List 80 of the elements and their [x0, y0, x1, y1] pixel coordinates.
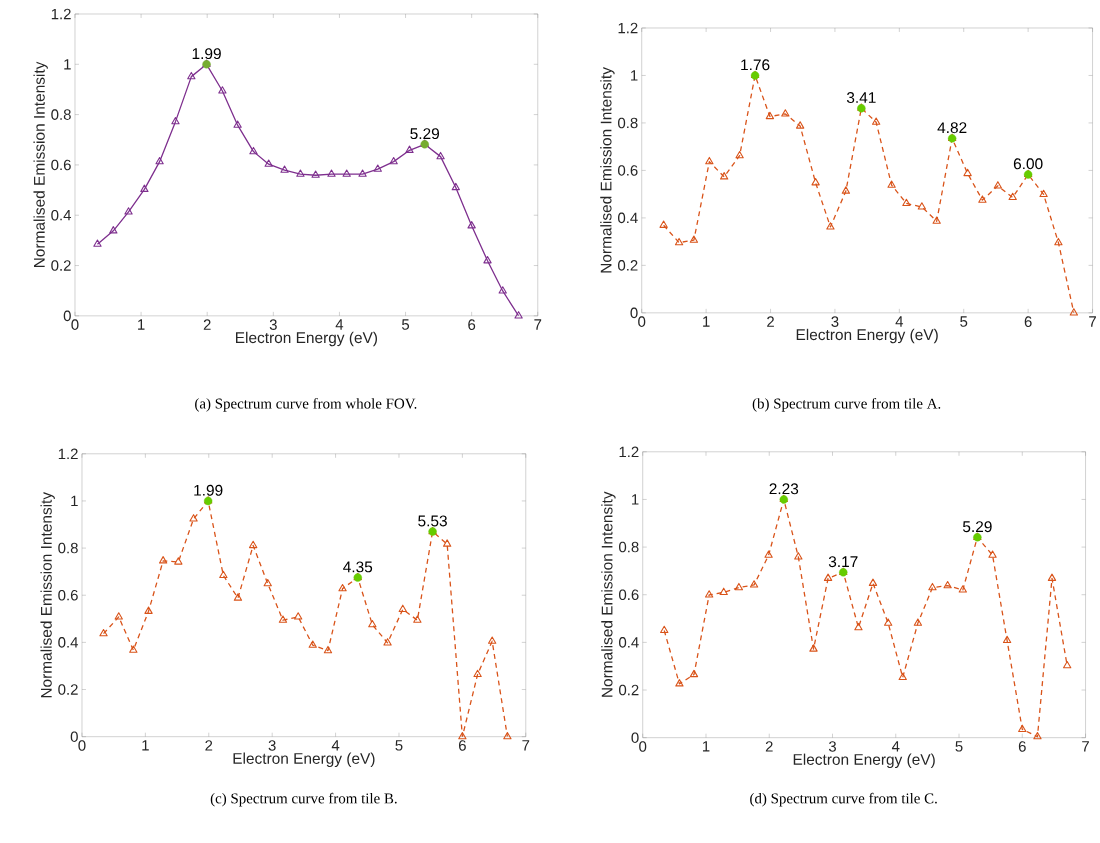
x-tick-label: 5: [955, 741, 963, 752]
x-axis-title: Electron Energy (eV): [796, 328, 938, 344]
y-axis-title: Normalised Emission Intensity: [33, 61, 48, 268]
annotation: 3.41: [846, 92, 876, 104]
text: (d) Spectrum curve from tile C.: [750, 792, 937, 807]
annotation: 1.99: [194, 485, 223, 496]
y-tick-label: 0.2: [619, 684, 639, 696]
x-tick-label: 3: [828, 741, 836, 752]
annotation: 1.99: [192, 48, 221, 60]
x-tick-label: 3: [831, 316, 839, 328]
y-tick-label: 1: [71, 495, 78, 507]
x-tick-label: 2: [205, 740, 213, 751]
y-tick-label: 0.8: [58, 542, 78, 554]
y-tick-label: 1.2: [51, 8, 71, 20]
y-tick-label: 0.2: [51, 260, 71, 272]
x-tick-label: 3: [269, 319, 277, 331]
y-tick-label: 0.4: [619, 637, 639, 648]
y-tick-label: 0.4: [58, 637, 79, 648]
y-tick-label: 0.8: [51, 109, 71, 121]
x-tick-label: 7: [1082, 741, 1089, 752]
y-axis-title: Normalised Emission Intensity: [601, 491, 616, 698]
y-tick-label: 1: [632, 494, 639, 505]
y-tick-label: 0: [630, 307, 638, 319]
y-tick-label: 1.2: [619, 446, 639, 458]
x-tick-label: 6: [468, 319, 476, 331]
x-tick-label: 0: [78, 740, 86, 751]
x-tick-label: 4: [335, 319, 344, 330]
y-tick-label: 1.2: [618, 22, 638, 34]
x-tick-label: 4: [891, 741, 900, 752]
x-tick-label: 5: [395, 740, 403, 751]
y-tick-label: 0: [70, 731, 78, 743]
text: (c) Spectrum curve from tile B.: [210, 792, 397, 807]
annotation: 2.23: [769, 483, 799, 495]
x-tick-label: 4: [331, 740, 340, 751]
y-tick-label: 0.2: [618, 260, 638, 271]
x-axis-title: Electron Energy (eV): [236, 331, 378, 347]
y-tick-label: 0.8: [619, 541, 639, 553]
x-tick-label: 1: [702, 741, 710, 752]
y-tick-label: 0.6: [58, 590, 78, 601]
annotation: 4.82: [937, 122, 967, 134]
x-tick-label: 7: [522, 740, 530, 751]
x-tick-label: 7: [534, 319, 542, 330]
text: (b) Spectrum curve from tile A.: [752, 398, 941, 412]
y-tick-label: 0.8: [618, 117, 638, 129]
y-tick-label: 0.4: [51, 210, 72, 221]
x-tick-label: 3: [268, 740, 276, 751]
annotation: 5.53: [418, 515, 447, 527]
y-tick-label: 0.4: [618, 212, 638, 224]
x-tick-label: 2: [203, 319, 211, 330]
x-tick-label: 1: [703, 316, 710, 327]
y-tick-label: 0.6: [51, 159, 71, 171]
x-tick-label: 5: [401, 319, 410, 330]
x-tick-label: 0: [639, 741, 647, 752]
y-axis-title: Normalised Emission Intensity: [40, 492, 55, 698]
annotation: 1.76: [741, 59, 770, 71]
x-tick-label: 2: [767, 316, 774, 327]
x-axis-title: Electron Energy (eV): [793, 753, 935, 769]
x-tick-label: 5: [960, 316, 968, 327]
x-tick-label: 7: [1089, 316, 1096, 327]
x-axis-title: Electron Energy (eV): [233, 752, 375, 768]
x-tick-label: 6: [1018, 741, 1026, 752]
x-tick-label: 1: [138, 319, 145, 330]
x-tick-label: 2: [765, 741, 773, 752]
x-tick-label: 1: [142, 740, 149, 751]
y-tick-label: 1: [64, 59, 71, 70]
y-tick-label: 1.2: [58, 448, 78, 460]
y-tick-label: 0.2: [58, 684, 78, 695]
annotation: 4.35: [343, 561, 373, 573]
annotation: 5.29: [410, 128, 439, 140]
y-tick-label: 1: [631, 70, 638, 81]
x-tick-label: 6: [1024, 316, 1032, 328]
annotation: 5.29: [962, 521, 992, 533]
annotation: 6.00: [1013, 158, 1043, 170]
y-tick-label: 0.6: [618, 165, 638, 176]
x-tick-label: 4: [895, 316, 904, 327]
y-axis-title: Normalised Emission Intensity: [600, 67, 615, 273]
y-tick-label: 0.6: [619, 589, 639, 601]
text: (a) Spectrum curve from whole FOV.: [195, 398, 417, 412]
x-tick-label: 6: [458, 740, 466, 751]
annotation: 3.17: [828, 556, 858, 568]
